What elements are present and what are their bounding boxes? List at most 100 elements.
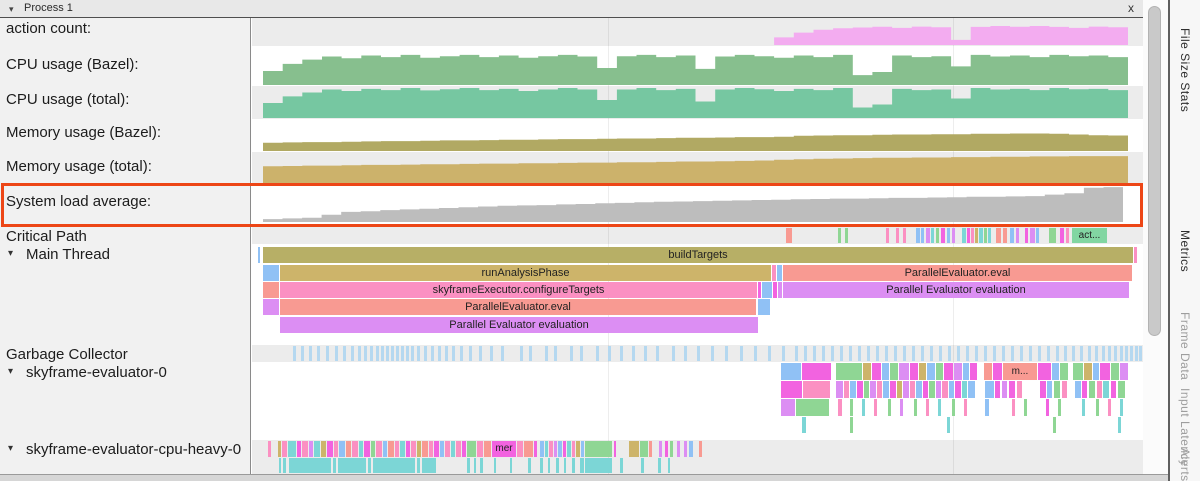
- cpu-heavy-slice[interactable]: [620, 458, 623, 473]
- evaluator0-slice[interactable]: [1052, 363, 1059, 380]
- cpu-heavy-slice[interactable]: [658, 458, 661, 473]
- critical-path-event[interactable]: [838, 228, 841, 243]
- track-cpu_bazel[interactable]: [252, 46, 1143, 86]
- main-thread-slice[interactable]: runAnalysisPhase: [280, 265, 771, 281]
- evaluator0-slice[interactable]: [955, 381, 961, 398]
- evaluator0-slice[interactable]: [1058, 399, 1061, 416]
- gc-event[interactable]: [858, 346, 861, 361]
- evaluator0-slice[interactable]: [1103, 381, 1109, 398]
- gc-event[interactable]: [431, 346, 434, 361]
- gc-event[interactable]: [293, 346, 296, 361]
- collapse-track-icon[interactable]: ▾: [8, 366, 14, 377]
- evaluator0-slice[interactable]: [1046, 399, 1049, 416]
- cpu-heavy-slice[interactable]: [321, 441, 326, 457]
- gc-event[interactable]: [672, 346, 675, 361]
- gc-event[interactable]: [343, 346, 346, 361]
- gc-event[interactable]: [469, 346, 472, 361]
- cpu-heavy-slice[interactable]: [665, 441, 668, 457]
- evaluator0-slice[interactable]: [1082, 381, 1087, 398]
- evaluator0-slice[interactable]: [862, 399, 865, 416]
- cpu-heavy-slice[interactable]: mer: [492, 441, 516, 457]
- tab-frame-data[interactable]: Frame Data: [1178, 312, 1192, 381]
- critical-path-event[interactable]: [926, 228, 930, 243]
- cpu-heavy-slice[interactable]: [462, 441, 466, 457]
- evaluator0-slice[interactable]: [968, 381, 975, 398]
- evaluator0-slice[interactable]: [857, 381, 863, 398]
- critical-path-event[interactable]: [916, 228, 920, 243]
- cpu-heavy-slice[interactable]: [338, 458, 366, 473]
- main-thread-slice[interactable]: [758, 282, 761, 298]
- critical-path-event[interactable]: [962, 228, 966, 243]
- cpu-heavy-slice[interactable]: [334, 441, 338, 457]
- collapse-track-icon[interactable]: ▾: [8, 248, 14, 259]
- evaluator0-slice[interactable]: [1040, 381, 1046, 398]
- gc-event[interactable]: [545, 346, 548, 361]
- evaluator0-slice[interactable]: [929, 381, 935, 398]
- cpu-heavy-slice[interactable]: [440, 441, 444, 457]
- main-thread-slice[interactable]: [263, 265, 279, 281]
- evaluator0-slice[interactable]: [914, 399, 917, 416]
- cpu-heavy-slice[interactable]: [302, 441, 308, 457]
- evaluator0-slice[interactable]: [923, 381, 928, 398]
- cpu-heavy-slice[interactable]: [545, 441, 548, 457]
- cpu-heavy-slice[interactable]: [556, 458, 559, 473]
- track-mem_bazel[interactable]: [252, 119, 1143, 152]
- critical-path-event[interactable]: [952, 228, 955, 243]
- gc-event[interactable]: [912, 346, 915, 361]
- gc-event[interactable]: [754, 346, 757, 361]
- cpu-heavy-slice[interactable]: [376, 441, 382, 457]
- cpu-heavy-slice[interactable]: [278, 441, 281, 457]
- main-thread-slice[interactable]: [258, 247, 260, 263]
- main-thread-slice[interactable]: [1134, 247, 1137, 263]
- cpu-heavy-slice[interactable]: [494, 458, 496, 473]
- main-thread-slice[interactable]: [778, 282, 782, 298]
- cpu-heavy-slice[interactable]: [640, 441, 648, 457]
- critical-path-event[interactable]: [1066, 228, 1069, 243]
- evaluator0-slice[interactable]: [993, 363, 1002, 380]
- critical-path-event[interactable]: [984, 228, 987, 243]
- evaluator0-slice[interactable]: [890, 363, 898, 380]
- gc-event[interactable]: [885, 346, 888, 361]
- cpu-heavy-slice[interactable]: [289, 458, 331, 473]
- cpu-heavy-slice[interactable]: [268, 441, 271, 457]
- gc-event[interactable]: [358, 346, 361, 361]
- gc-event[interactable]: [438, 346, 441, 361]
- gc-event[interactable]: [903, 346, 906, 361]
- evaluator0-slice[interactable]: [944, 363, 953, 380]
- gc-event[interactable]: [301, 346, 304, 361]
- evaluator0-slice[interactable]: [949, 381, 954, 398]
- evaluator0-slice[interactable]: [1054, 381, 1060, 398]
- main-thread-slice[interactable]: ParallelEvaluator.eval: [280, 299, 756, 315]
- evaluator0-slice[interactable]: [1120, 363, 1128, 380]
- evaluator0-slice[interactable]: [850, 417, 853, 433]
- main-thread-slice[interactable]: [772, 265, 776, 281]
- critical-path-event[interactable]: [967, 228, 970, 243]
- gc-event[interactable]: [620, 346, 623, 361]
- evaluator0-slice[interactable]: [1093, 363, 1099, 380]
- cpu-heavy-slice[interactable]: [429, 441, 433, 457]
- gc-event[interactable]: [795, 346, 798, 361]
- gc-event[interactable]: [725, 346, 728, 361]
- evaluator0-slice[interactable]: [910, 363, 918, 380]
- track-cpu_total[interactable]: [252, 86, 1143, 119]
- cpu-heavy-slice[interactable]: [368, 458, 371, 473]
- evaluator0-slice[interactable]: [903, 381, 909, 398]
- evaluator0-slice[interactable]: [1073, 363, 1083, 380]
- critical-path-event[interactable]: [786, 228, 792, 243]
- gc-event[interactable]: [1135, 346, 1138, 361]
- cpu-heavy-slice[interactable]: [283, 458, 286, 473]
- critical-path-event[interactable]: [903, 228, 906, 243]
- gc-event[interactable]: [984, 346, 987, 361]
- gc-event[interactable]: [1088, 346, 1091, 361]
- gc-event[interactable]: [381, 346, 384, 361]
- critical-path-event[interactable]: [941, 228, 945, 243]
- gc-event[interactable]: [386, 346, 389, 361]
- evaluator0-slice[interactable]: [850, 381, 856, 398]
- gc-event[interactable]: [831, 346, 834, 361]
- critical-path-event[interactable]: [1010, 228, 1014, 243]
- gc-event[interactable]: [417, 346, 420, 361]
- cpu-heavy-slice[interactable]: [614, 441, 616, 457]
- evaluator0-slice[interactable]: [936, 381, 941, 398]
- cpu-heavy-slice[interactable]: [434, 441, 439, 457]
- evaluator0-slice[interactable]: [899, 363, 909, 380]
